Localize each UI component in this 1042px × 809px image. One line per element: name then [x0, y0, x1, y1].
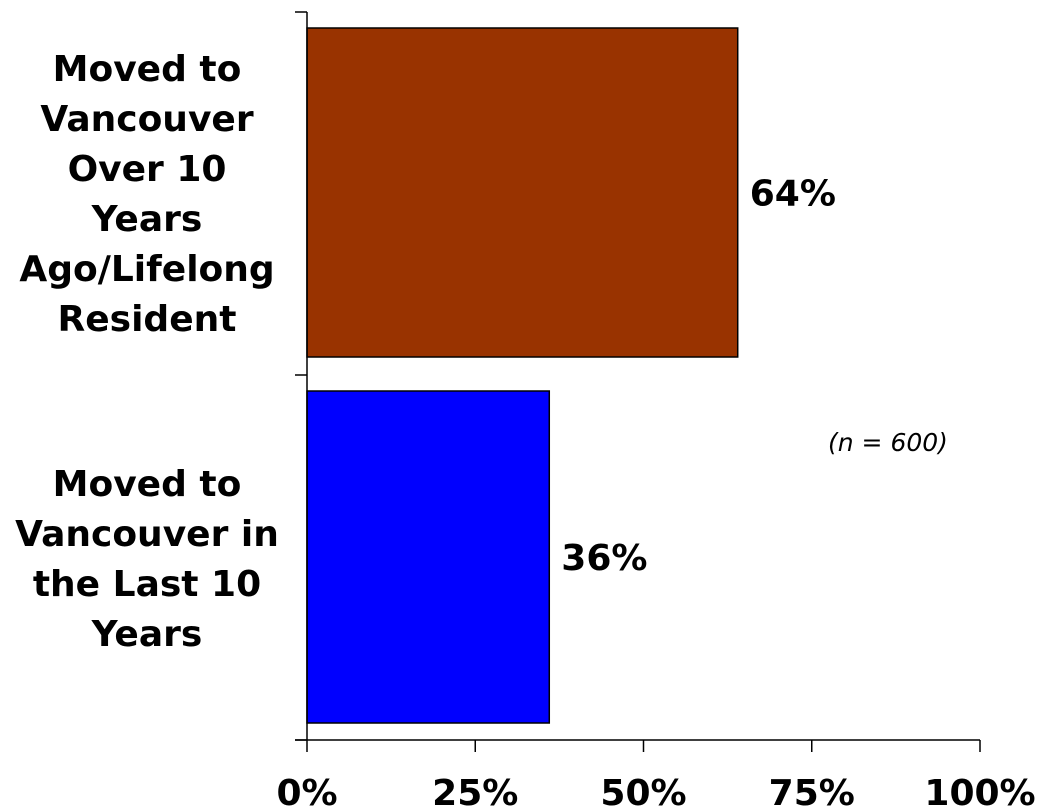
- category-label-recent-mover: Moved to Vancouver in the Last 10 Years: [15, 464, 279, 655]
- data-label-1: 36%: [561, 538, 647, 579]
- category-label-long-term-resident: Moved to Vancouver Over 10 Years Ago/Lif…: [19, 49, 275, 340]
- sample-size-note: (n = 600): [828, 428, 948, 457]
- x-tick-label-3: 75%: [769, 773, 855, 809]
- x-tick-label-4: 100%: [924, 773, 1035, 809]
- bar-0: [306, 27, 739, 358]
- bar-1: [306, 390, 551, 724]
- x-tick-label-0: 0%: [276, 773, 337, 809]
- x-tick-label-2: 50%: [600, 773, 686, 809]
- x-tick-label-1: 25%: [432, 773, 518, 809]
- data-label-0: 64%: [750, 174, 836, 215]
